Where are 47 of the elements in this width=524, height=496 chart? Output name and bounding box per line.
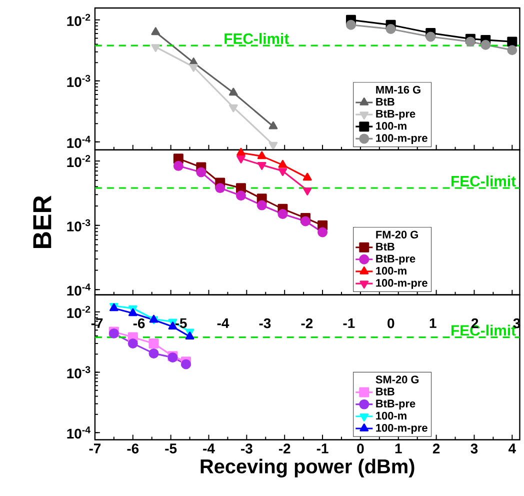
x2-tick-label: 0: [388, 318, 394, 328]
legend-title: FM-20 G: [376, 230, 418, 239]
x-tick-label: 2: [432, 444, 440, 454]
x-tick-label: -2: [278, 444, 290, 454]
x2-tick-label: -4: [217, 318, 230, 328]
y-tick-label: 10$^{-4}$: [67, 284, 90, 296]
legend-label: 100-m: [376, 267, 406, 275]
x2-tick-label: -6: [133, 318, 145, 328]
legend-label: 100-m: [376, 412, 406, 420]
legend-label: 100-m: [376, 122, 406, 130]
legend-title: SM-20 G: [376, 376, 419, 384]
y-tick-label: 10$^{-3}$: [67, 74, 90, 88]
x-tick-label: 3: [470, 444, 478, 454]
y-tick-label: 10$^{-4}$: [67, 136, 90, 148]
x-tick-label: 1: [395, 444, 402, 454]
x-tick-label: -5: [165, 444, 177, 454]
legend-label: 100-m-pre: [376, 134, 428, 144]
x-tick-label: -6: [127, 444, 139, 454]
x-tick-label: -3: [241, 444, 252, 454]
y-tick-label: 10$^{-2}$: [67, 14, 90, 26]
x-tick-label: 4: [508, 444, 516, 454]
x-axis-title: Receving power (dBm): [200, 458, 414, 478]
y-tick-label: 10$^{-3}$: [67, 366, 90, 378]
y-tick-label: 10$^{-3}$: [67, 219, 90, 232]
x2-tick-label: -2: [301, 318, 313, 328]
x-tick-label: -7: [89, 444, 101, 454]
x-tick-label: -1: [316, 444, 328, 454]
legend-label: BtB: [376, 98, 394, 106]
x2-tick-label: -3: [259, 318, 271, 328]
legend-label: BtB-pre: [376, 110, 416, 120]
y-axis-title: BER: [33, 196, 52, 248]
y-tick-label: 10$^{-4}$: [67, 426, 90, 439]
y-tick-label: 10$^{-2}$: [67, 306, 90, 318]
ref-line-label: FEC-limit: [451, 176, 516, 187]
legend-label: 100-m-pre: [376, 279, 428, 290]
legend-label: BtB-pre: [376, 255, 416, 265]
x-tick-label: 0: [357, 444, 364, 454]
legend-title: MM-16 G: [376, 86, 420, 94]
x-tick-label: -4: [203, 444, 215, 454]
y-tick-label: 10$^{-2}$: [67, 155, 90, 168]
legend-label: BtB: [376, 242, 394, 251]
legend-label: BtB: [376, 388, 394, 396]
legend-label: BtB-pre: [376, 400, 416, 410]
x2-tick-label: 1: [430, 318, 436, 328]
ref-line-label: FEC-limit: [224, 33, 289, 44]
x2-tick-label: -1: [343, 318, 355, 328]
legend-label: 100-m-pre: [376, 424, 428, 434]
